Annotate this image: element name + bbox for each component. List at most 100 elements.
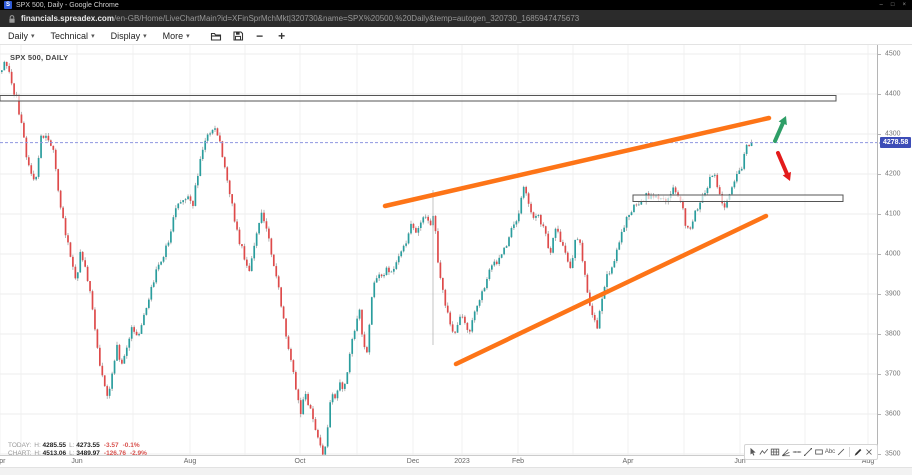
stats-row-name: CHART: <box>8 450 32 457</box>
time-axis-label: Aug <box>861 458 875 465</box>
menu-daily[interactable]: Daily ▾ <box>8 31 35 41</box>
high-label: H: <box>34 442 41 449</box>
line-icon[interactable] <box>836 446 846 458</box>
change-pct: -0.1% <box>122 442 140 449</box>
minimize-button[interactable]: – <box>879 2 883 8</box>
axis-tick <box>878 414 881 415</box>
change-value: -3.57 <box>103 442 119 449</box>
time-axis-label: 2023 <box>454 458 470 465</box>
time-axis-label: Jun <box>734 458 746 465</box>
down-arrow-annotation[interactable] <box>776 151 791 181</box>
time-axis[interactable]: Apr Jun Aug Oct Dec 2023 Feb Apr Jun Aug <box>0 455 877 467</box>
change-pct: -2.9% <box>129 450 147 457</box>
menu-label: Technical <box>50 30 89 41</box>
window-controls: – □ × <box>880 2 908 8</box>
time-axis-label: Feb <box>511 458 525 465</box>
padlock-icon <box>9 14 15 23</box>
time-axis-label: Apr <box>622 458 634 465</box>
axis-tick <box>878 214 881 215</box>
symbol-label: SPX 500, DAILY <box>10 53 69 62</box>
axis-tick <box>878 174 881 175</box>
price-axis-label: 3900 <box>885 290 901 298</box>
trendline[interactable] <box>382 115 772 209</box>
time-axis-label: Dec <box>406 458 420 465</box>
high-value: 4285.55 <box>40 442 67 449</box>
high-label: H: <box>34 450 41 457</box>
chart-area: 4278.58 4500 4400 4300 4200 4100 4000 3900 3800… <box>0 45 912 475</box>
axis-tick <box>878 294 881 295</box>
price-axis[interactable]: 4278.58 4500 4400 4300 4200 4100 4000 3900 3800… <box>877 45 912 458</box>
url-path: /en-GB/Home/LiveChartMain?id=XFinSprMchM… <box>113 14 580 23</box>
price-axis-label: 3500 <box>885 450 901 458</box>
rectangle-icon[interactable] <box>814 446 824 458</box>
close-icon[interactable] <box>864 446 874 458</box>
stats-row: CHART: H: 4513.06 L: 3489.97 -126.76 -2.9% <box>8 450 147 458</box>
url-text[interactable]: financials.spreadex.com/en-GB/Home/LiveC… <box>21 14 579 23</box>
time-axis-label: Apr <box>0 458 6 465</box>
angle-icon[interactable] <box>781 446 791 458</box>
stats-row: TODAY: H: 4285.55 L: 4273.55 -3.57 -0.1% <box>8 442 147 450</box>
trendline-icon[interactable] <box>803 446 813 458</box>
axis-tick <box>878 334 881 335</box>
time-axis-label: Jun <box>71 458 83 465</box>
maximize-button[interactable]: □ <box>890 2 895 8</box>
menu-more[interactable]: More ▾ <box>163 31 190 41</box>
open-folder-icon[interactable] <box>210 30 222 42</box>
menu-label: Daily <box>8 30 29 41</box>
spreadex-favicon: S <box>4 1 12 9</box>
zoom-in-icon[interactable]: + <box>278 28 286 43</box>
axis-tick <box>878 54 881 55</box>
zoom-out-icon[interactable]: − <box>256 28 264 43</box>
menu-technical[interactable]: Technical ▾ <box>51 31 95 41</box>
chart-stats: TODAY: H: 4285.55 L: 4273.55 -3.57 -0.1% CHAR… <box>8 442 147 458</box>
change-value: -126.76 <box>103 450 126 457</box>
window-title: SPX 500, Daily - Google Chrome <box>16 1 119 9</box>
cursor-icon[interactable] <box>748 446 758 458</box>
horizontal-line-icon[interactable] <box>792 446 802 458</box>
chevron-down-icon: ▾ <box>31 32 35 40</box>
drawing-toolbar: Abc <box>744 444 878 460</box>
price-axis-label: 4100 <box>885 210 901 218</box>
axis-tick <box>878 254 881 255</box>
url-bar[interactable]: financials.spreadex.com/en-GB/Home/LiveC… <box>0 10 912 27</box>
stats-row-name: TODAY: <box>8 442 32 449</box>
price-axis-label: 3800 <box>885 330 901 338</box>
low-value: 3489.97 <box>74 450 100 457</box>
trendline[interactable] <box>453 213 769 367</box>
axis-tick <box>878 94 881 95</box>
candles <box>1 60 753 455</box>
resistance-box[interactable] <box>632 194 844 202</box>
time-axis-label: Oct <box>294 458 306 465</box>
bottom-strip <box>0 467 912 475</box>
zigzag-icon[interactable] <box>759 446 769 458</box>
up-arrow-annotation[interactable] <box>773 116 787 143</box>
price-axis-label: 3600 <box>885 410 901 418</box>
url-domain: financials.spreadex.com <box>21 14 114 23</box>
price-axis-label: 4500 <box>885 50 901 58</box>
menu-display[interactable]: Display ▾ <box>111 31 147 41</box>
chevron-down-icon: ▾ <box>91 32 95 40</box>
grid-icon[interactable] <box>770 446 780 458</box>
axis-tick <box>878 454 881 455</box>
toolbar-divider <box>849 447 850 457</box>
time-axis-label: Aug <box>183 458 197 465</box>
current-price-badge: 4278.58 <box>878 137 912 149</box>
price-axis-label: 4200 <box>885 170 901 178</box>
save-icon[interactable] <box>232 30 244 42</box>
high-value: 4513.06 <box>40 450 67 457</box>
pen-icon[interactable] <box>853 446 863 458</box>
price-axis-label: 4300 <box>885 130 901 138</box>
low-value: 4273.55 <box>74 442 100 449</box>
menu-label: Display <box>110 30 141 41</box>
axis-tick <box>878 374 881 375</box>
price-axis-label: 3700 <box>885 370 901 378</box>
window-titlebar: S SPX 500, Daily - Google Chrome – □ × <box>0 0 912 10</box>
chevron-down-icon: ▾ <box>186 32 190 40</box>
resistance-box[interactable] <box>0 95 837 102</box>
text-icon[interactable]: Abc <box>824 449 836 455</box>
menu-label: More <box>162 30 184 41</box>
close-button[interactable]: × <box>902 2 906 8</box>
low-label: L: <box>69 442 75 449</box>
price-axis-label: 4000 <box>885 250 901 258</box>
candlestick-chart[interactable] <box>0 45 877 455</box>
